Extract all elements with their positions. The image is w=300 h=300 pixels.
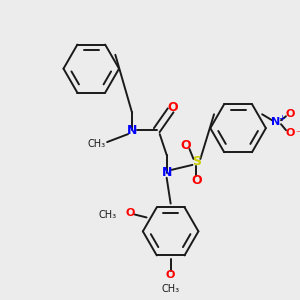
Text: O: O [285,109,295,119]
Text: N: N [161,166,172,179]
Text: CH₃: CH₃ [162,284,180,294]
Text: O: O [167,101,178,114]
Text: O: O [285,128,295,138]
Text: S: S [192,155,201,168]
Text: O: O [180,139,191,152]
Text: N: N [127,124,137,137]
Text: N: N [272,117,281,127]
Text: ⁻: ⁻ [295,129,300,139]
Text: CH₃: CH₃ [87,139,105,149]
Text: CH₃: CH₃ [99,211,117,220]
Text: O: O [166,270,175,280]
Text: O: O [191,174,202,187]
Text: O: O [125,208,134,218]
Text: +: + [279,114,285,123]
